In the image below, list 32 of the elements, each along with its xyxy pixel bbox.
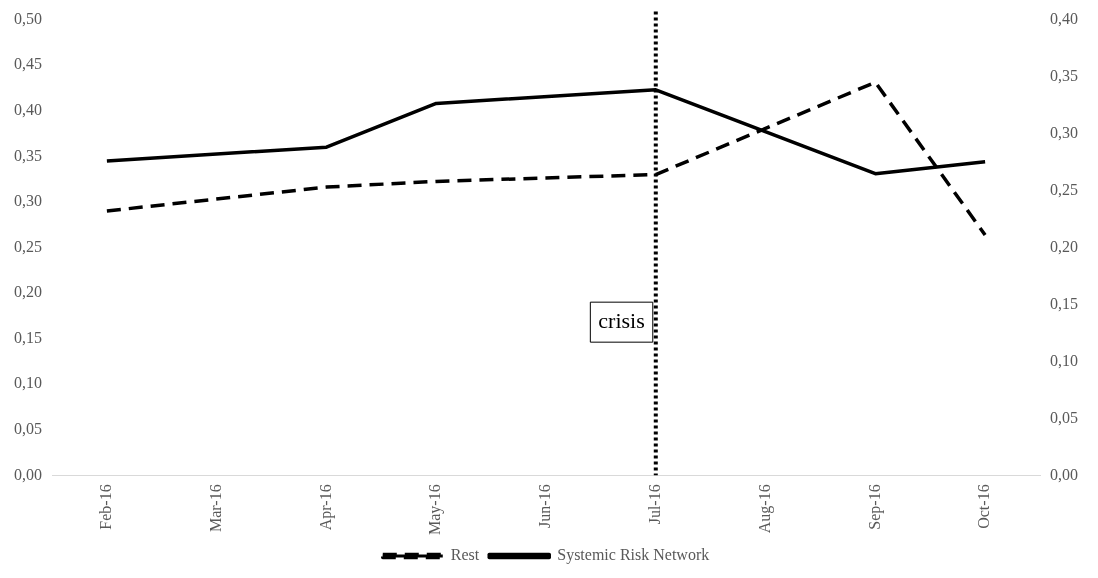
ref-line-label: crisis	[598, 307, 645, 333]
legend-label: Rest	[450, 546, 480, 564]
y2-tick-label: 0,30	[1050, 123, 1078, 141]
y-tick-label: 0,00	[14, 465, 42, 483]
x-tick-label: Jun-16	[536, 484, 554, 528]
y-tick-label: 0,35	[14, 146, 42, 164]
y-tick-label: 0,25	[14, 237, 42, 255]
y2-tick-label: 0,25	[1050, 180, 1078, 198]
x-tick-label: Apr-16	[316, 484, 335, 531]
y-tick-label: 0,10	[14, 374, 42, 392]
y-tick-label: 0,45	[14, 55, 42, 73]
y2-tick-label: 0,35	[1050, 66, 1078, 84]
x-tick-label: Oct-16	[975, 484, 993, 529]
y-tick-label: 0,15	[14, 328, 42, 346]
y-tick-label: 0,20	[14, 283, 42, 301]
x-tick-label: Aug-16	[755, 484, 774, 534]
y2-tick-label: 0,15	[1050, 294, 1078, 312]
x-tick-label: Jul-16	[645, 484, 663, 525]
y-tick-label: 0,30	[14, 192, 42, 210]
y2-tick-label: 0,20	[1050, 237, 1078, 255]
x-tick-label: May-16	[426, 484, 445, 535]
y-tick-label: 0,05	[14, 419, 42, 437]
y2-tick-label: 0,00	[1050, 465, 1078, 483]
y2-tick-label: 0,10	[1050, 351, 1078, 369]
y-tick-label: 0,50	[14, 9, 42, 27]
legend-label: Systemic Risk Network	[557, 546, 710, 565]
x-tick-label: Feb-16	[97, 484, 115, 530]
x-tick-label: Sep-16	[865, 484, 884, 530]
y2-tick-label: 0,05	[1050, 408, 1078, 426]
x-tick-label: Mar-16	[206, 484, 224, 533]
y2-tick-label: 0,40	[1050, 9, 1078, 27]
y-tick-label: 0,40	[14, 100, 42, 118]
